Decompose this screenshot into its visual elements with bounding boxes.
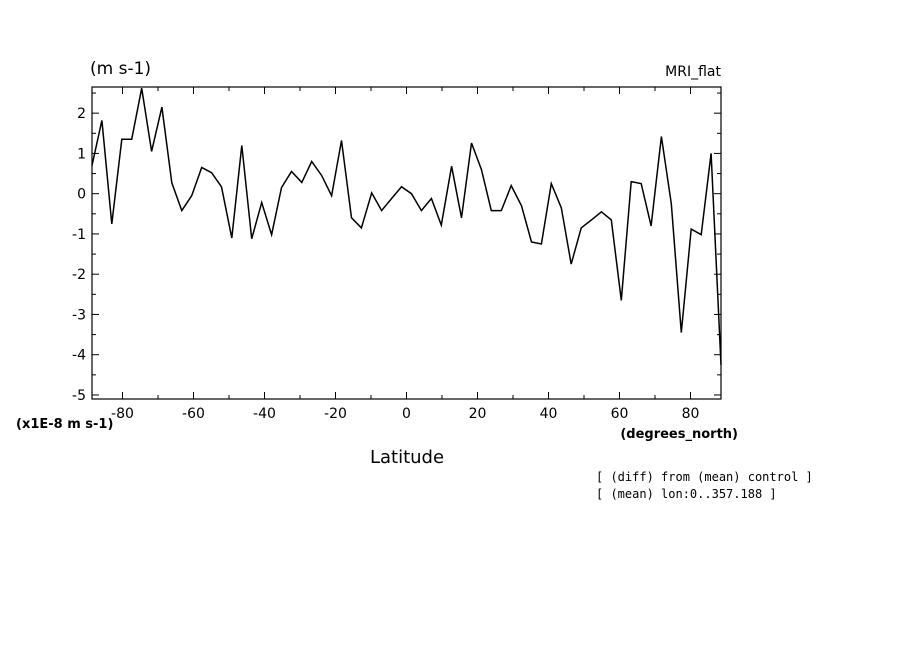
x-tick-label: -40 (253, 406, 276, 422)
x-tick-label: 80 (682, 406, 700, 422)
y-axis-scale-label: (x1E-8 m s-1) (16, 417, 113, 432)
y-tick-label: 2 (77, 106, 86, 122)
x-tick-label: 40 (540, 406, 558, 422)
x-tick-label: -60 (182, 406, 205, 422)
y-tick-label: -2 (72, 267, 86, 283)
x-tick-label: 0 (402, 406, 411, 422)
y-tick-label: -5 (72, 388, 86, 404)
annotation-line-1: [ (diff) from (mean) control ] (596, 470, 813, 484)
x-tick-label: 60 (611, 406, 629, 422)
y-tick-label: 0 (77, 187, 86, 203)
annotation-line-2: [ (mean) lon:0..357.188 ] (596, 487, 777, 501)
x-tick-label: -80 (111, 406, 134, 422)
chart-title: MRI_flat (665, 64, 721, 80)
y-tick-label: -1 (72, 227, 86, 243)
x-tick-label: -20 (324, 406, 347, 422)
y-axis-unit-label: (m s-1) (90, 59, 151, 79)
x-axis-units-label: (degrees_north) (620, 427, 738, 442)
y-tick-label: 1 (77, 146, 86, 162)
y-tick-label: -3 (72, 307, 86, 323)
x-tick-label: 20 (469, 406, 487, 422)
y-tick-label: -4 (72, 348, 86, 364)
x-axis-title: Latitude (370, 447, 444, 468)
data-series-line (91, 88, 722, 365)
